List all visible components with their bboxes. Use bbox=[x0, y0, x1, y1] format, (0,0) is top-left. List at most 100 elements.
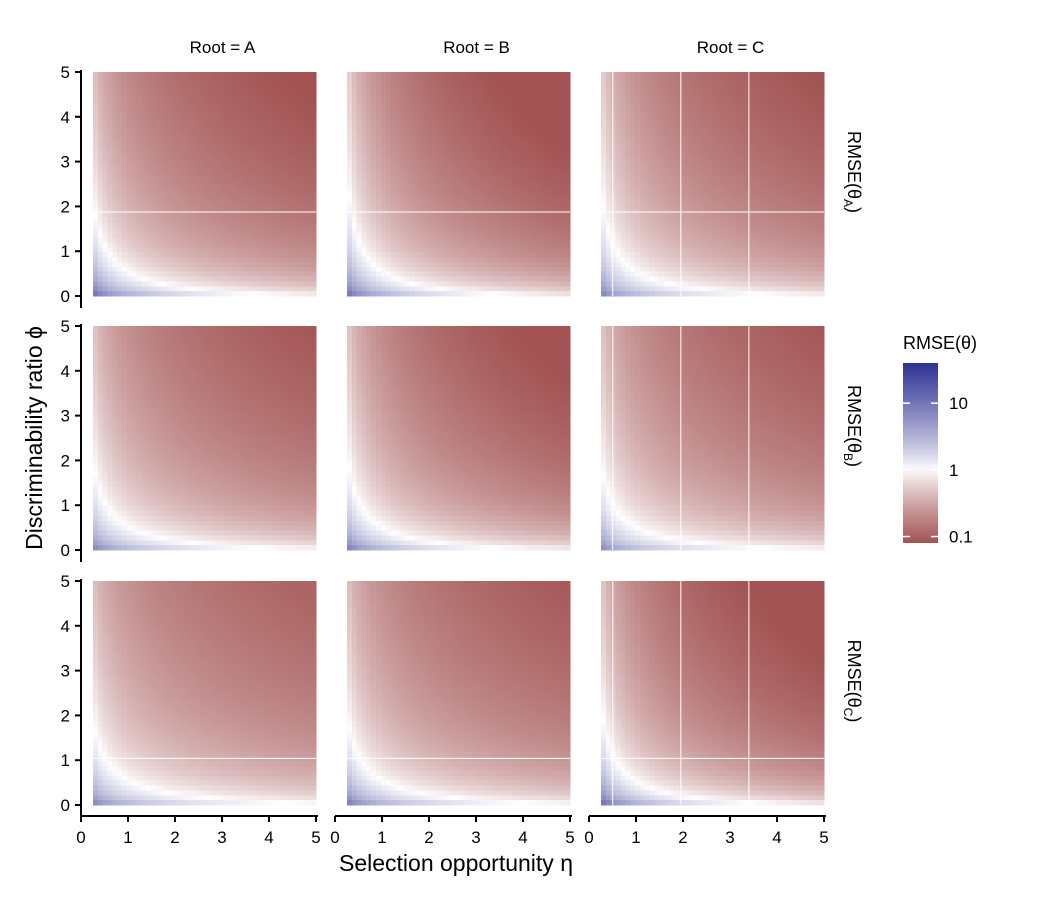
heatmap-cell bbox=[282, 155, 287, 160]
heatmap-cell bbox=[93, 174, 98, 179]
heatmap-cell bbox=[248, 291, 253, 296]
heatmap-cell bbox=[292, 223, 297, 228]
heatmap-cell bbox=[190, 213, 195, 218]
heatmap-cell bbox=[219, 116, 224, 121]
heatmap-cell bbox=[103, 189, 108, 194]
heatmap-cell bbox=[93, 228, 98, 233]
heatmap-cell bbox=[282, 291, 287, 296]
heatmap-cell bbox=[103, 140, 108, 145]
heatmap-cell bbox=[306, 272, 311, 277]
heatmap-cell bbox=[253, 165, 258, 170]
heatmap-cell bbox=[98, 252, 103, 257]
heatmap-cell bbox=[171, 184, 176, 189]
heatmap-cell bbox=[137, 155, 142, 160]
heatmap-cell bbox=[297, 281, 302, 286]
heatmap-cell bbox=[282, 189, 287, 194]
heatmap-cell bbox=[277, 257, 282, 262]
heatmap-cell bbox=[292, 189, 297, 194]
heatmap-cell bbox=[297, 208, 302, 213]
heatmap-cell bbox=[132, 87, 137, 92]
heatmap-cell bbox=[292, 281, 297, 286]
heatmap-cell bbox=[253, 174, 258, 179]
heatmap-cell bbox=[151, 277, 156, 282]
heatmap-cell bbox=[190, 272, 195, 277]
heatmap-cell bbox=[214, 281, 219, 286]
heatmap-cell bbox=[175, 87, 180, 92]
heatmap-cell bbox=[117, 213, 122, 218]
heatmap-cell bbox=[306, 116, 311, 121]
heatmap-cell bbox=[272, 121, 277, 126]
heatmap-cell bbox=[238, 291, 243, 296]
heatmap-cell bbox=[243, 87, 248, 92]
heatmap-cell bbox=[229, 126, 234, 131]
heatmap-cell bbox=[108, 77, 113, 82]
heatmap-cell bbox=[287, 247, 292, 252]
heatmap-cell bbox=[214, 130, 219, 135]
heatmap-cell bbox=[132, 228, 137, 233]
heatmap-cell bbox=[146, 262, 151, 267]
heatmap-cell bbox=[248, 126, 253, 131]
heatmap-cell bbox=[190, 184, 195, 189]
heatmap-cell bbox=[161, 72, 166, 77]
heatmap-cell bbox=[171, 199, 176, 204]
heatmap-cell bbox=[311, 160, 316, 165]
heatmap-cell bbox=[137, 208, 142, 213]
heatmap-cell bbox=[209, 189, 214, 194]
heatmap-cell bbox=[171, 121, 176, 126]
heatmap-cell bbox=[195, 96, 200, 101]
heatmap-cell bbox=[253, 160, 258, 165]
heatmap-cell bbox=[175, 174, 180, 179]
heatmap-cell bbox=[185, 106, 190, 111]
heatmap-cell bbox=[292, 155, 297, 160]
heatmap-cell bbox=[306, 165, 311, 170]
heatmap-cell bbox=[306, 160, 311, 165]
heatmap-cell bbox=[156, 150, 161, 155]
heatmap-cell bbox=[146, 169, 151, 174]
heatmap-cell bbox=[248, 286, 253, 291]
heatmap-cell bbox=[156, 199, 161, 204]
heatmap-cell bbox=[229, 286, 234, 291]
heatmap-cell bbox=[301, 238, 306, 243]
heatmap-cell bbox=[137, 286, 142, 291]
heatmap-cell bbox=[166, 121, 171, 126]
heatmap-cell bbox=[347, 72, 352, 77]
heatmap-cell bbox=[248, 233, 253, 238]
heatmap-cell bbox=[151, 135, 156, 140]
heatmap-cell bbox=[200, 121, 205, 126]
heatmap-cell bbox=[234, 82, 239, 87]
heatmap-cell bbox=[103, 121, 108, 126]
heatmap-cell bbox=[175, 169, 180, 174]
heatmap-cell bbox=[224, 184, 229, 189]
heatmap-cell bbox=[214, 96, 219, 101]
heatmap-cell bbox=[277, 218, 282, 223]
heatmap-cell bbox=[229, 116, 234, 121]
heatmap-cell bbox=[258, 126, 263, 131]
heatmap-cell bbox=[292, 96, 297, 101]
heatmap-cell bbox=[292, 72, 297, 77]
heatmap-cell bbox=[166, 218, 171, 223]
heatmap-cell bbox=[287, 150, 292, 155]
heatmap-cell bbox=[127, 291, 132, 296]
heatmap-cell bbox=[224, 87, 229, 92]
heatmap-cell bbox=[132, 165, 137, 170]
heatmap-cell bbox=[205, 160, 210, 165]
heatmap-cell bbox=[272, 135, 277, 140]
heatmap-cell bbox=[132, 121, 137, 126]
heatmap-cell bbox=[137, 121, 142, 126]
heatmap-cell bbox=[214, 286, 219, 291]
heatmap-cell bbox=[311, 145, 316, 150]
heatmap-cell bbox=[253, 291, 258, 296]
heatmap-cell bbox=[122, 72, 127, 77]
heatmap-cell bbox=[263, 189, 268, 194]
heatmap-cell bbox=[243, 228, 248, 233]
heatmap-cell bbox=[200, 106, 205, 111]
heatmap-cell bbox=[311, 126, 316, 131]
heatmap-cell bbox=[277, 213, 282, 218]
heatmap-cell bbox=[103, 242, 108, 247]
heatmap-cell bbox=[306, 169, 311, 174]
heatmap-cell bbox=[190, 233, 195, 238]
heatmap-cell bbox=[311, 286, 316, 291]
heatmap-cell bbox=[434, 82, 439, 87]
heatmap-cell bbox=[234, 213, 239, 218]
heatmap-cell bbox=[98, 121, 103, 126]
